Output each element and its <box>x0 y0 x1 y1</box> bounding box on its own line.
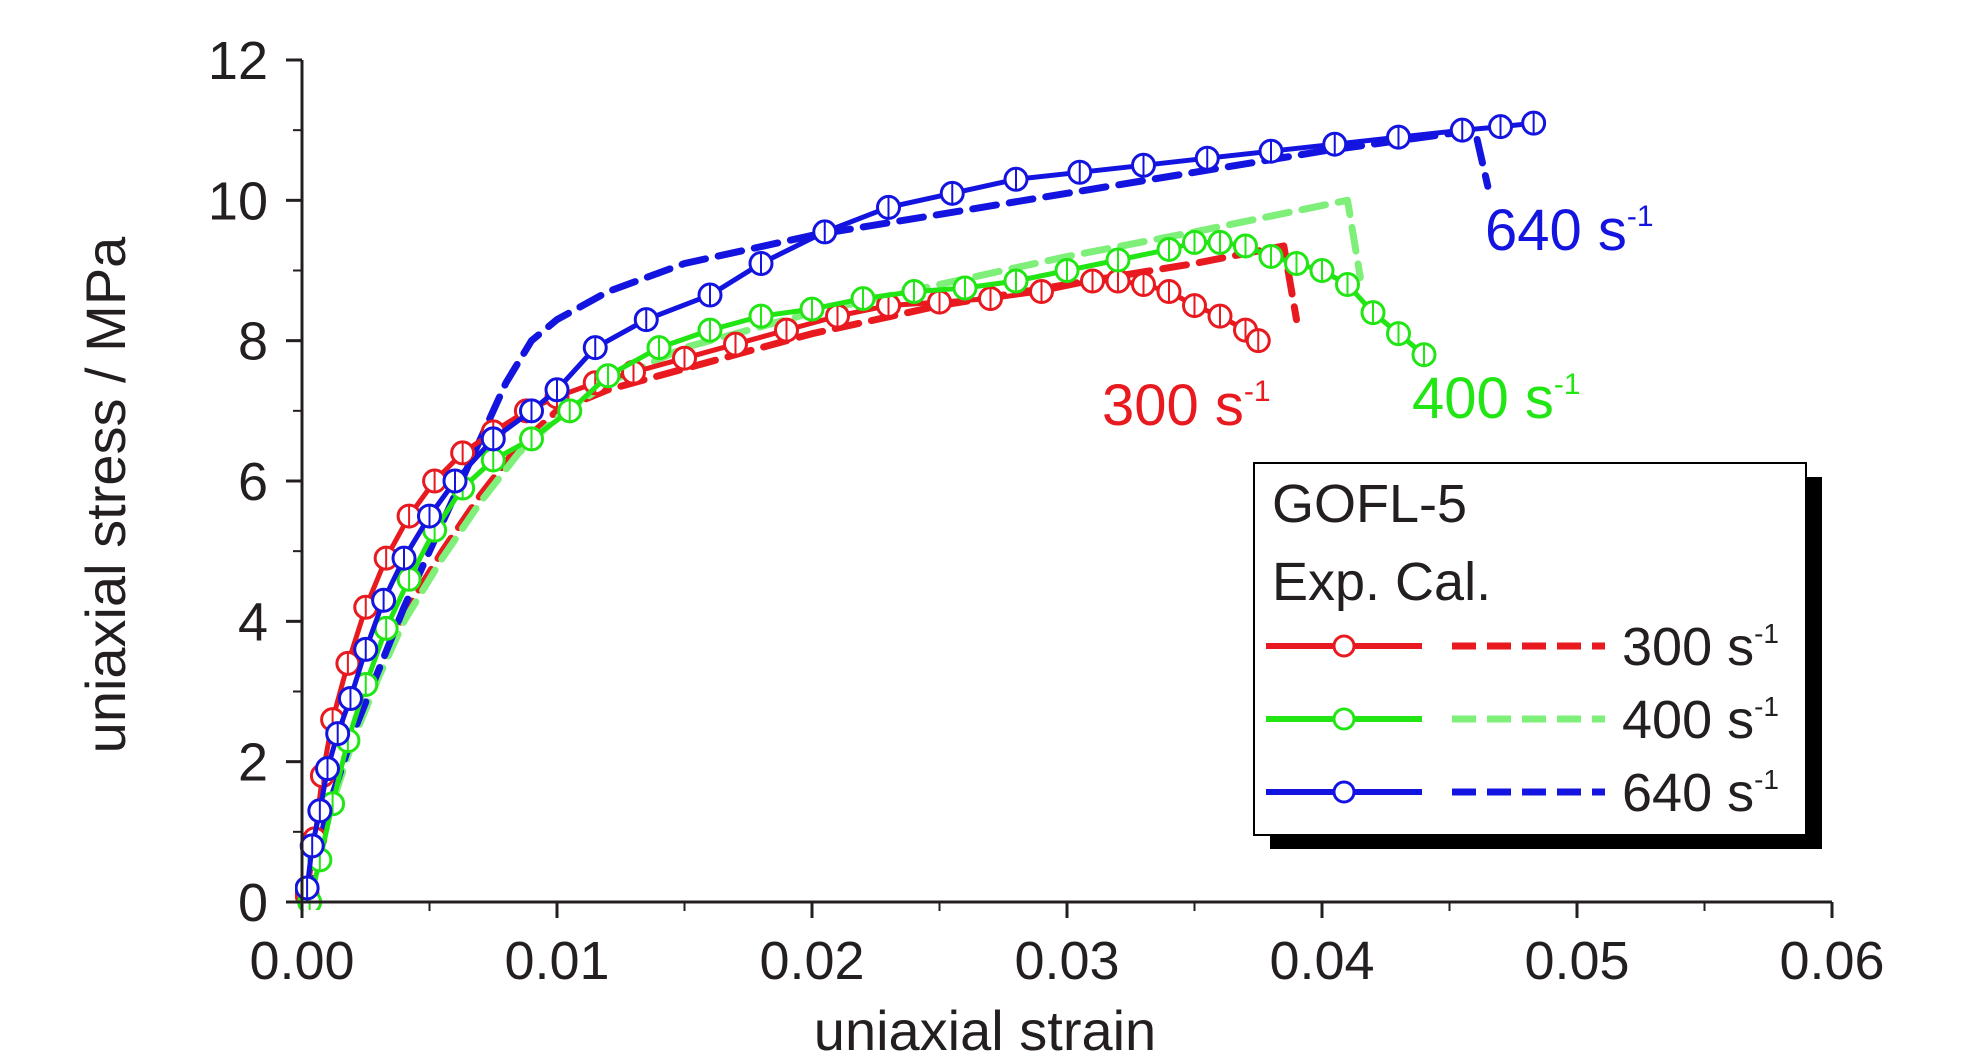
y-tick-label: 0 <box>238 873 268 933</box>
legend-subtitle: Exp. Cal. <box>1272 552 1491 612</box>
legend-label-400: 400 s-1 <box>1622 690 1779 750</box>
series-line-300-calculated <box>303 242 1300 906</box>
axes-layer: 0.00 0.01 0.02 0.03 0.04 0.05 0.06 0 2 4 6 8 10 12 <box>208 31 1885 991</box>
x-tick-label: 0.03 <box>1014 931 1119 991</box>
legend-entry-300: 300 s-1 <box>1266 617 1779 677</box>
y-axis-label: uniaxial stress / MPa <box>74 236 137 753</box>
x-tick-label: 0.02 <box>759 931 864 991</box>
y-tick-label: 8 <box>238 312 268 372</box>
legend: GOFL-5 Exp. Cal. 300 s-1 400 s-1 640 s-1 <box>1253 462 1822 849</box>
x-tick-label: 0.06 <box>1779 931 1884 991</box>
annotation-640: 640 s-1 <box>1485 198 1654 263</box>
annotation-400: 400 s-1 <box>1412 366 1581 431</box>
x-tick-label: 0.01 <box>504 931 609 991</box>
legend-label-640: 640 s-1 <box>1622 763 1779 823</box>
y-tick-label: 10 <box>208 171 268 231</box>
legend-marker-300 <box>1332 634 1356 658</box>
y-tick-label: 2 <box>238 733 268 793</box>
legend-title: GOFL-5 <box>1272 474 1467 534</box>
x-tick-label: 0.00 <box>249 931 354 991</box>
x-tick-label: 0.04 <box>1269 931 1374 991</box>
x-axis-label: uniaxial strain <box>814 999 1156 1062</box>
y-tick-label: 12 <box>208 31 268 91</box>
annotation-300: 300 s-1 <box>1102 373 1271 438</box>
legend-entry-400: 400 s-1 <box>1266 690 1779 750</box>
y-tick-label: 4 <box>238 592 268 652</box>
y-tick-label: 6 <box>238 452 268 512</box>
legend-marker-640 <box>1332 780 1356 804</box>
series-line-400-experimental <box>307 239 1427 905</box>
x-tick-label: 0.05 <box>1524 931 1629 991</box>
series-layer <box>295 110 1547 910</box>
legend-marker-400 <box>1332 707 1356 731</box>
legend-entry-640: 640 s-1 <box>1266 763 1779 823</box>
legend-label-300: 300 s-1 <box>1622 617 1779 677</box>
